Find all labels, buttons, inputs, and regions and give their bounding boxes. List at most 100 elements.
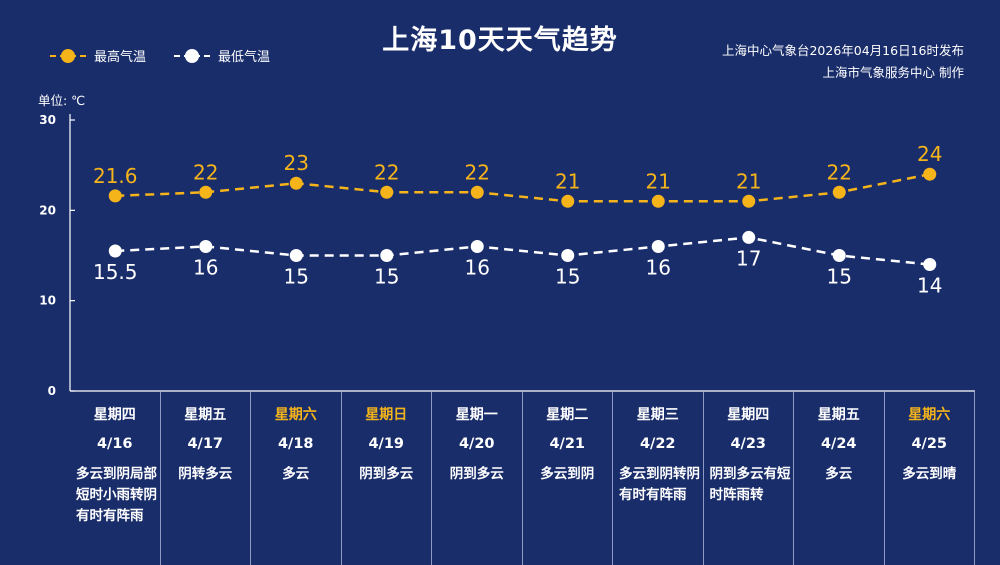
data-point-low (470, 239, 484, 253)
weather-description: 多云到阴局部短时小雨转阴有时有阵雨 (76, 466, 157, 524)
weekday-label: 星期五 (184, 407, 227, 423)
weather-description: 多云到阴转阴有时有阵雨 (619, 466, 700, 503)
y-tick-label: 20 (39, 203, 56, 217)
data-point-low (380, 249, 394, 262)
data-label-high: 21 (555, 169, 580, 193)
data-label-high: 22 (465, 160, 490, 184)
legend-item-high: 最高气温 (50, 46, 146, 65)
date-label: 4/16 (96, 436, 133, 452)
data-point-low (561, 249, 575, 262)
source-line-issuer: 上海中心气象台2026年04月16日16时发布 (721, 43, 964, 58)
data-label-high: 21.6 (93, 164, 138, 188)
unit-label: 单位: ℃ (38, 93, 86, 108)
data-label-low: 15 (374, 265, 399, 289)
data-label-high: 22 (827, 160, 852, 184)
day-column: 星期四 4/16 多云到阴局部短时小雨转阴有时有阵雨 (70, 392, 161, 565)
day-column: 星期五 4/24 多云 (794, 392, 885, 565)
weather-description: 多云到晴 (902, 466, 957, 482)
day-column: 星期二 4/21 多云到阴 (523, 392, 613, 565)
weather-description: 多云 (282, 466, 310, 482)
day-column: 星期六 4/25 多云到晴 (885, 392, 975, 565)
date-label: 4/25 (911, 436, 948, 452)
weather-description: 多云 (825, 466, 853, 482)
data-label-low: 16 (646, 255, 671, 279)
day-column: 星期一 4/20 阴到多云 (432, 392, 523, 565)
weekday-label: 星期四 (93, 407, 136, 423)
weekday-label: 星期四 (727, 407, 770, 423)
data-point-high (470, 185, 484, 199)
day-column: 星期日 4/19 阴到多云 (342, 392, 432, 565)
data-label-high: 21 (736, 169, 761, 193)
weekday-label: 星期六 (274, 407, 317, 423)
y-tick-label: 0 (48, 384, 56, 398)
weather-description: 阴转多云 (178, 466, 233, 482)
data-label-high: 21 (646, 169, 671, 193)
data-point-low (832, 249, 846, 262)
legend-high-label: 最高气温 (94, 50, 147, 65)
date-label: 4/24 (820, 436, 857, 452)
data-label-low: 14 (917, 274, 942, 298)
data-label-high: 22 (193, 160, 218, 184)
data-point-high (832, 185, 846, 199)
weekday-label: 星期日 (365, 407, 408, 423)
legend-low-label: 最低气温 (218, 50, 271, 65)
data-point-high (108, 189, 122, 203)
weekday-label: 星期三 (636, 407, 679, 423)
data-label-high: 23 (284, 151, 309, 175)
weather-description: 多云到阴 (540, 466, 595, 482)
chart-title: 上海10天天气趋势 (382, 25, 618, 56)
legend: 最高气温 最低气温 (50, 46, 298, 65)
day-column: 星期六 4/18 多云 (251, 392, 342, 565)
weather-description: 阴到多云 (359, 466, 414, 482)
series-line-high (115, 172, 930, 203)
weather-description: 阴到多云 (449, 466, 504, 482)
data-point-low (199, 239, 213, 253)
data-point-low (923, 258, 937, 272)
data-label-high: 24 (917, 142, 942, 166)
data-point-high (561, 194, 575, 208)
date-label: 4/23 (730, 436, 767, 452)
data-label-low: 15 (827, 265, 852, 289)
legend-low-swatch (174, 48, 211, 63)
weather-description: 阴到多云有短时阵雨转 (709, 466, 791, 503)
day-column: 星期四 4/23 阴到多云有短时阵雨转 (704, 392, 794, 565)
data-label-low: 15 (555, 265, 580, 289)
data-point-high (651, 194, 665, 208)
data-point-high (380, 185, 394, 199)
y-tick-label: 10 (39, 294, 56, 308)
data-label-low: 16 (193, 255, 218, 279)
date-label: 4/20 (458, 436, 495, 452)
source-line-maker: 上海市气象服务中心 制作 (822, 65, 964, 80)
date-label: 4/21 (549, 436, 586, 452)
day-columns: 星期四 4/16 多云到阴局部短时小雨转阴有时有阵雨 星期五 4/17 阴转多云 星期六 4/… (70, 392, 975, 565)
data-label-low: 16 (465, 255, 490, 279)
source-note: 上海中心气象台2026年04月16日16时发布 上海市气象服务中心 制作 (722, 40, 964, 84)
data-label-low: 15 (284, 265, 309, 289)
date-label: 4/18 (277, 436, 314, 452)
data-label-low: 15.5 (93, 260, 138, 284)
date-label: 4/22 (639, 436, 676, 452)
day-column: 星期三 4/22 多云到阴转阴有时有阵雨 (613, 392, 704, 565)
day-column: 星期五 4/17 阴转多云 (161, 392, 251, 565)
weekday-label: 星期一 (455, 407, 498, 423)
data-point-high (289, 176, 303, 190)
series-line-low (115, 236, 930, 266)
data-point-low (651, 239, 665, 253)
data-point-high (742, 194, 756, 208)
data-point-low (108, 244, 122, 258)
weekday-label: 星期五 (817, 407, 860, 423)
data-point-low (742, 230, 756, 244)
data-label-high: 22 (374, 160, 399, 184)
weekday-label: 星期二 (546, 407, 589, 423)
weekday-label: 星期六 (908, 407, 951, 423)
data-point-low (289, 249, 303, 262)
data-point-high (923, 167, 937, 181)
data-point-high (199, 185, 213, 199)
date-label: 4/19 (368, 436, 405, 452)
legend-item-low: 最低气温 (174, 46, 270, 65)
legend-high-swatch (50, 48, 86, 63)
data-label-low: 17 (736, 246, 761, 270)
y-tick-label: 30 (39, 113, 56, 127)
date-label: 4/17 (187, 436, 224, 452)
